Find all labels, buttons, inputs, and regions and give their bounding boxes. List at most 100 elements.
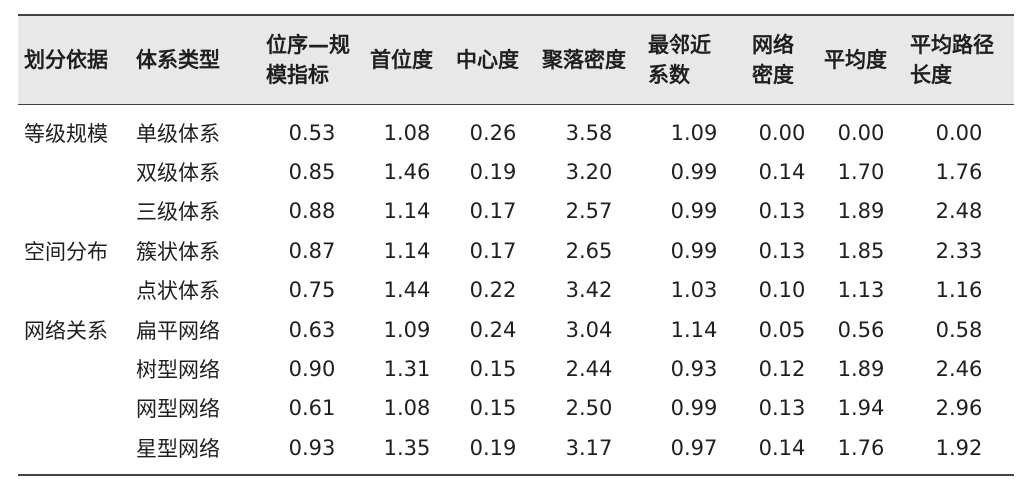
category-cell [18, 389, 130, 428]
value-cell: 1.92 [935, 435, 983, 460]
data-table: 划分依据 体系类型 位序—规 模指标 首位度 中心度 聚落密度 最邻近 系数 网… [18, 14, 1014, 476]
table-row: 点状体系 0.75 1.44 0.22 3.42 1.03 0.10 1.13 1.16 [18, 271, 1014, 310]
value-cell: 0.63 [288, 317, 336, 342]
value-cell: 1.14 [383, 238, 431, 263]
system-type-cell: 网型网络 [136, 397, 220, 422]
value-cell: 0.93 [670, 357, 718, 382]
category-cell: 网络关系 [24, 318, 108, 343]
value-cell: 2.65 [565, 238, 613, 263]
category-cell [18, 152, 130, 191]
value-cell: 0.61 [288, 396, 336, 421]
system-type-cell: 双级体系 [136, 161, 220, 186]
header-cell: 中心度 [456, 48, 519, 72]
system-type-cell: 簇状体系 [136, 239, 220, 264]
header-cell: 网络 密度 [752, 33, 794, 87]
value-cell: 1.14 [383, 199, 431, 224]
value-cell: 0.00 [935, 120, 983, 145]
value-cell: 3.58 [565, 120, 613, 145]
value-cell: 1.13 [837, 278, 885, 303]
value-cell: 1.08 [383, 396, 431, 421]
category-cell [18, 271, 130, 310]
value-cell: 0.56 [837, 317, 885, 342]
value-cell: 1.14 [670, 317, 718, 342]
value-cell: 0.97 [670, 435, 718, 460]
value-cell: 0.99 [670, 160, 718, 185]
value-cell: 0.14 [758, 160, 806, 185]
header-cell: 体系类型 [136, 48, 220, 72]
category-cell: 空间分布 [24, 239, 108, 264]
category-cell [18, 428, 130, 474]
value-cell: 0.99 [670, 199, 718, 224]
table-row: 双级体系 0.85 1.46 0.19 3.20 0.99 0.14 1.70 1.76 [18, 152, 1014, 191]
table-row: 空间分布 簇状体系 0.87 1.14 0.17 2.65 0.99 0.13 1.85 2.33 [18, 231, 1014, 270]
value-cell: 1.89 [837, 357, 885, 382]
value-cell: 1.46 [383, 160, 431, 185]
value-cell: 1.76 [935, 160, 983, 185]
table-row: 树型网络 0.90 1.31 0.15 2.44 0.93 0.12 1.89 2.46 [18, 349, 1014, 388]
value-cell: 0.00 [758, 120, 806, 145]
header-cell: 最邻近 系数 [648, 33, 711, 87]
header-row: 划分依据 体系类型 位序—规 模指标 首位度 中心度 聚落密度 最邻近 系数 网… [18, 15, 1014, 105]
value-cell: 0.10 [758, 278, 806, 303]
system-type-cell: 星型网络 [136, 436, 220, 461]
value-cell: 0.24 [469, 317, 517, 342]
value-cell: 0.15 [469, 396, 517, 421]
value-cell: 0.17 [469, 199, 517, 224]
value-cell: 1.89 [837, 199, 885, 224]
table-row: 三级体系 0.88 1.14 0.17 2.57 0.99 0.13 1.89 2.48 [18, 192, 1014, 231]
value-cell: 0.99 [670, 396, 718, 421]
value-cell: 0.13 [758, 396, 806, 421]
value-cell: 0.87 [288, 238, 336, 263]
value-cell: 0.13 [758, 238, 806, 263]
table-header: 划分依据 体系类型 位序—规 模指标 首位度 中心度 聚落密度 最邻近 系数 网… [18, 15, 1014, 105]
value-cell: 0.53 [288, 120, 336, 145]
value-cell: 0.15 [469, 357, 517, 382]
table-row: 网络关系 扁平网络 0.63 1.09 0.24 3.04 1.14 0.05 0.56 0.58 [18, 310, 1014, 349]
value-cell: 0.19 [469, 435, 517, 460]
data-table-container: 划分依据 体系类型 位序—规 模指标 首位度 中心度 聚落密度 最邻近 系数 网… [18, 14, 1014, 476]
value-cell: 0.17 [469, 238, 517, 263]
value-cell: 2.48 [935, 199, 983, 224]
header-cell: 首位度 [370, 48, 433, 72]
category-cell: 等级规模 [24, 121, 108, 146]
category-cell [18, 349, 130, 388]
value-cell: 0.88 [288, 199, 336, 224]
value-cell: 1.09 [383, 317, 431, 342]
value-cell: 0.93 [288, 435, 336, 460]
value-cell: 0.13 [758, 199, 806, 224]
value-cell: 1.03 [670, 278, 718, 303]
header-cell: 平均路径 长度 [910, 33, 994, 87]
system-type-cell: 树型网络 [136, 358, 220, 383]
system-type-cell: 单级体系 [136, 121, 220, 146]
table-row: 星型网络 0.93 1.35 0.19 3.17 0.97 0.14 1.76 1.92 [18, 428, 1014, 474]
value-cell: 2.96 [935, 396, 983, 421]
value-cell: 0.85 [288, 160, 336, 185]
value-cell: 2.44 [565, 357, 613, 382]
value-cell: 0.05 [758, 317, 806, 342]
value-cell: 1.31 [383, 357, 431, 382]
value-cell: 0.19 [469, 160, 517, 185]
value-cell: 1.76 [837, 435, 885, 460]
value-cell: 0.58 [935, 317, 983, 342]
value-cell: 0.12 [758, 357, 806, 382]
value-cell: 0.26 [469, 120, 517, 145]
value-cell: 1.35 [383, 435, 431, 460]
value-cell: 2.57 [565, 199, 613, 224]
value-cell: 3.42 [565, 278, 613, 303]
table-body: 等级规模 单级体系 0.53 1.08 0.26 3.58 1.09 0.00 0.00 0.00… [18, 105, 1014, 475]
value-cell: 1.85 [837, 238, 885, 263]
table-row: 等级规模 单级体系 0.53 1.08 0.26 3.58 1.09 0.00 0.00 0.00 [18, 105, 1014, 153]
header-cell: 划分依据 [24, 48, 108, 72]
value-cell: 0.90 [288, 357, 336, 382]
value-cell: 1.94 [837, 396, 885, 421]
category-cell [18, 192, 130, 231]
value-cell: 2.50 [565, 396, 613, 421]
value-cell: 0.99 [670, 238, 718, 263]
value-cell: 1.09 [670, 120, 718, 145]
value-cell: 0.00 [837, 120, 885, 145]
header-cell: 聚落密度 [542, 48, 626, 72]
value-cell: 1.16 [935, 278, 983, 303]
value-cell: 0.75 [288, 278, 336, 303]
table-row: 网型网络 0.61 1.08 0.15 2.50 0.99 0.13 1.94 2.96 [18, 389, 1014, 428]
system-type-cell: 三级体系 [136, 200, 220, 225]
